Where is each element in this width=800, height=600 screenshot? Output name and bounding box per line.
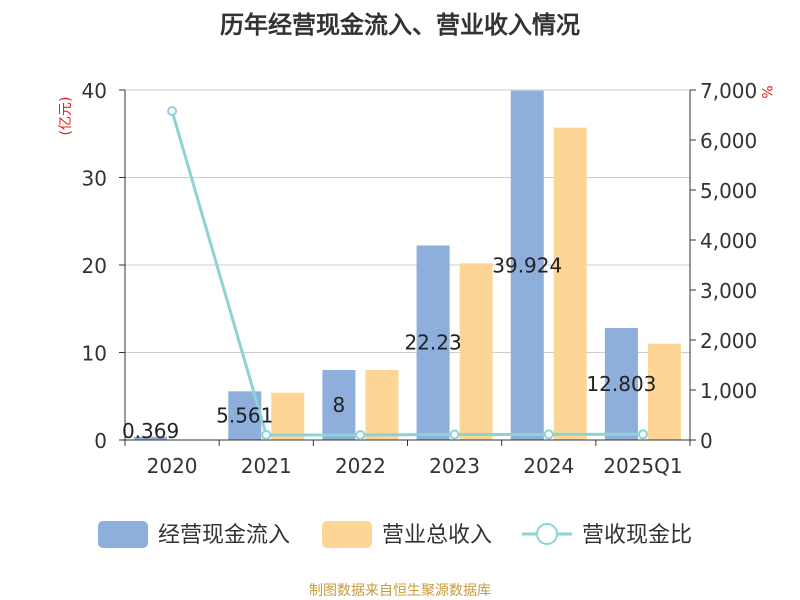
- bar-revenue: [271, 392, 305, 440]
- x-tick-label: 2022: [335, 454, 386, 478]
- bar-cash-inflow: [416, 245, 450, 440]
- y-right-tick-label: 4,000: [700, 229, 757, 253]
- x-tick-label: 2021: [241, 454, 292, 478]
- source-note: 制图数据来自恒生聚源数据库: [309, 583, 491, 599]
- legend-label: 营业总收入: [382, 523, 492, 548]
- bar-cash-inflow: [604, 327, 638, 440]
- y-left-tick-label: 30: [82, 167, 107, 191]
- y-right-tick-label: 2,000: [700, 329, 757, 353]
- bars: [134, 90, 681, 440]
- y-right-tick-label: 7,000: [700, 79, 757, 103]
- bar-cash-inflow: [134, 436, 168, 440]
- bar-cash-inflow: [322, 370, 356, 440]
- legend-label: 营收现金比: [582, 523, 692, 548]
- legend-label: 经营现金流入: [158, 523, 290, 548]
- y-left-tick-label: 20: [82, 254, 107, 278]
- bar-data-label: 5.561: [216, 404, 273, 428]
- x-tick-label: 2025Q1: [603, 454, 682, 478]
- ratio-line: [167, 106, 648, 440]
- line-point: [355, 430, 366, 440]
- line-point: [637, 429, 648, 440]
- bar-revenue: [647, 343, 681, 440]
- y-right-tick-label: 6,000: [700, 129, 757, 153]
- line-point: [167, 106, 178, 116]
- line-point: [449, 429, 460, 440]
- axes: 0 10 20 30 40 0 1,000 2,000 3,000 4,000 5,000 6,000…: [82, 79, 758, 478]
- bar-revenue: [459, 263, 493, 440]
- bar-revenue: [365, 370, 399, 440]
- line-point: [543, 429, 554, 440]
- bar-data-label: 22.23: [404, 331, 461, 355]
- y-right-tick-label: 0: [700, 429, 713, 453]
- line-ratio: [170, 110, 643, 437]
- y-right-tick-label: 5,000: [700, 179, 757, 203]
- bar-data-label: 0.369: [122, 419, 179, 443]
- legend-swatch-revenue: [322, 521, 372, 548]
- line-point: [261, 429, 272, 440]
- legend: 经营现金流入 营业总收入 营收现金比: [98, 521, 692, 548]
- x-tick-label: 2023: [429, 454, 480, 478]
- bar-data-label: 12.803: [586, 372, 656, 396]
- x-tick-label: 2024: [523, 454, 574, 478]
- y-left-tick-label: 10: [82, 342, 107, 366]
- y-right-unit-label: %: [758, 85, 774, 98]
- x-tick-label: 2020: [147, 454, 198, 478]
- gridlines: [125, 89, 690, 353]
- bar-revenue: [553, 127, 587, 440]
- y-left-unit-label: (亿元): [58, 97, 74, 136]
- data-labels: 0.369 5.561 8 22.23 39.924 12.803: [122, 253, 656, 443]
- bar-data-label: 39.924: [492, 253, 562, 277]
- legend-swatch-ratio-marker: [536, 523, 558, 545]
- y-left-tick-label: 0: [94, 429, 107, 453]
- chart-title: 历年经营现金流入、营业收入情况: [220, 11, 580, 39]
- bar-data-label: 8: [333, 393, 346, 417]
- legend-swatch-cash-inflow: [98, 521, 148, 548]
- bar-cash-inflow: [510, 90, 544, 440]
- y-right-tick-label: 3,000: [700, 279, 757, 303]
- y-right-tick-label: 1,000: [700, 379, 757, 403]
- y-left-tick-label: 40: [82, 79, 107, 103]
